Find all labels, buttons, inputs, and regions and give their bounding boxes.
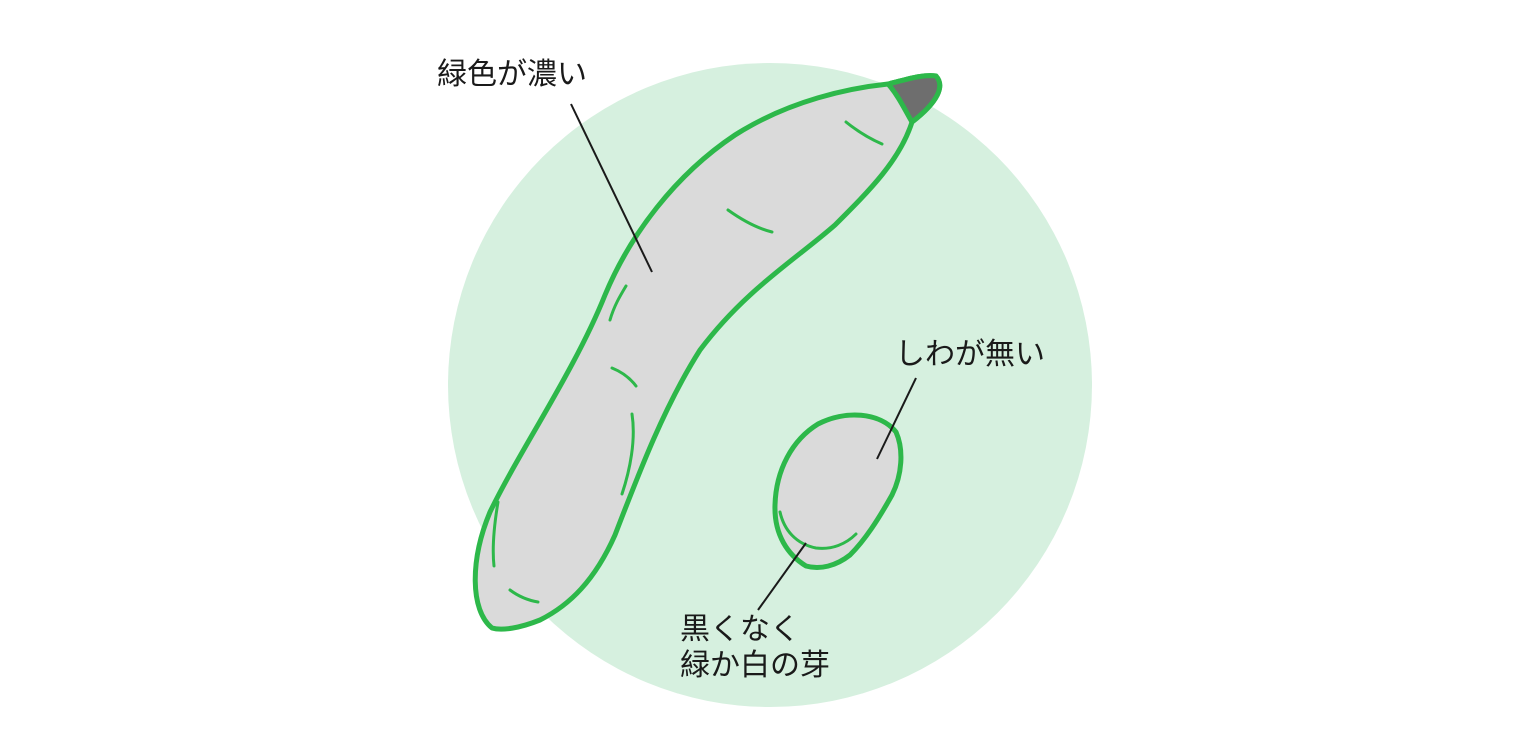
- label-sprout: 黒くなく 緑か白の芽: [680, 612, 830, 684]
- pod-wrinkle: [844, 120, 884, 146]
- label-sprout-line2: 緑か白の芽: [680, 648, 830, 683]
- pod-stem-tip: [885, 73, 943, 125]
- pod-wrinkle: [620, 412, 635, 496]
- label-sprout-line1: 黒くなく: [680, 612, 800, 647]
- pod-wrinkle: [508, 588, 540, 604]
- pod-wrinkle: [491, 500, 500, 568]
- pod-wrinkle: [726, 208, 774, 234]
- label-no-wrinkles: しわが無い: [895, 337, 1045, 372]
- leader-line-sprout: [757, 542, 807, 611]
- leader-line-deep-green: [570, 103, 653, 273]
- label-deep-green: 緑色が濃い: [437, 57, 587, 92]
- bean-hilum: [778, 510, 858, 550]
- pod-wrinkle: [610, 366, 638, 388]
- bean: [772, 412, 904, 571]
- pod-wrinkle: [608, 284, 628, 322]
- leader-line-no-wrinkles: [876, 377, 917, 460]
